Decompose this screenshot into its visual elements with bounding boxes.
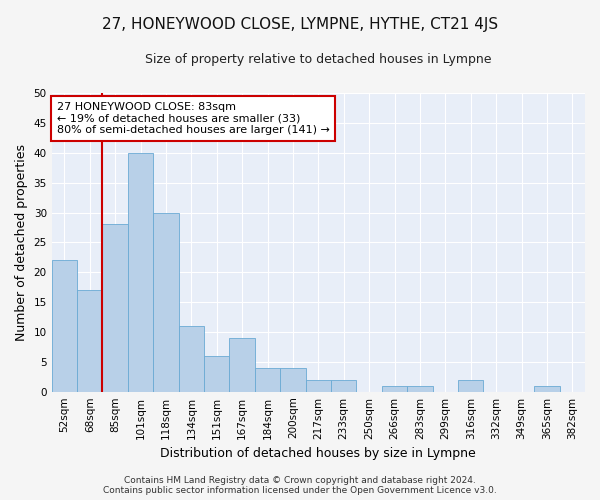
- Bar: [179, 326, 204, 392]
- Bar: [331, 380, 356, 392]
- Y-axis label: Number of detached properties: Number of detached properties: [15, 144, 28, 341]
- Bar: [534, 386, 560, 392]
- Text: Contains HM Land Registry data © Crown copyright and database right 2024.
Contai: Contains HM Land Registry data © Crown c…: [103, 476, 497, 495]
- Bar: [204, 356, 229, 392]
- Bar: [382, 386, 407, 392]
- Bar: [128, 153, 153, 392]
- Bar: [407, 386, 433, 392]
- X-axis label: Distribution of detached houses by size in Lympne: Distribution of detached houses by size …: [160, 447, 476, 460]
- Bar: [153, 212, 179, 392]
- Bar: [52, 260, 77, 392]
- Bar: [229, 338, 255, 392]
- Bar: [77, 290, 103, 392]
- Bar: [280, 368, 305, 392]
- Bar: [255, 368, 280, 392]
- Bar: [103, 224, 128, 392]
- Text: 27 HONEYWOOD CLOSE: 83sqm
← 19% of detached houses are smaller (33)
80% of semi-: 27 HONEYWOOD CLOSE: 83sqm ← 19% of detac…: [57, 102, 330, 135]
- Title: Size of property relative to detached houses in Lympne: Size of property relative to detached ho…: [145, 52, 491, 66]
- Bar: [305, 380, 331, 392]
- Text: 27, HONEYWOOD CLOSE, LYMPNE, HYTHE, CT21 4JS: 27, HONEYWOOD CLOSE, LYMPNE, HYTHE, CT21…: [102, 18, 498, 32]
- Bar: [458, 380, 484, 392]
